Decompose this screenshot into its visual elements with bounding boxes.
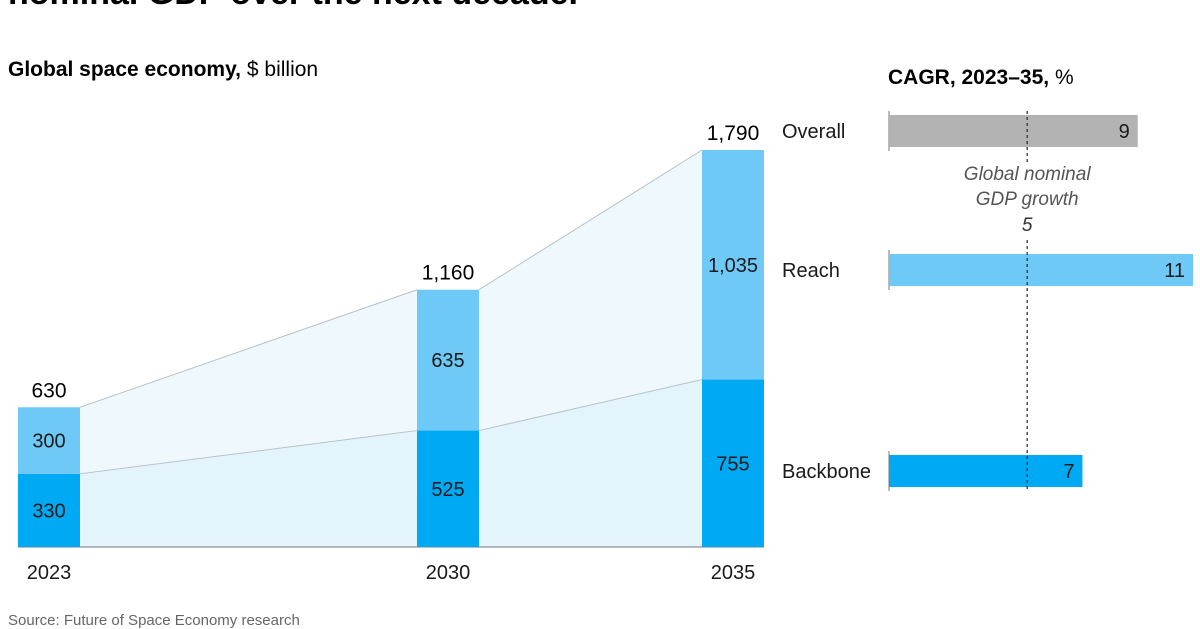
gdp-reference-label-line1: Global nominal [964, 164, 1092, 185]
bar-backbone-2035 [702, 379, 764, 547]
cagr-label-Overall: Overall [782, 121, 845, 143]
label-total-2023: 630 [31, 379, 66, 402]
stack-chart-unit: $ billion [246, 58, 319, 81]
cagr-chart-title-main: CAGR, 2023–35, [888, 66, 1050, 89]
x-tick-2035: 2035 [711, 562, 756, 584]
headline: nominal GDP over the next decade. [8, 0, 1188, 13]
cagr-label-Reach: Reach [782, 260, 840, 282]
band-backbone-0 [80, 430, 417, 547]
cagr-bar-Reach [889, 254, 1193, 286]
band-line-total-0 [79, 289, 418, 408]
label-backbone-2035: 755 [716, 453, 749, 475]
cagr-value-Reach: 11 [1164, 260, 1185, 282]
cagr-chart-unit: % [1054, 66, 1074, 89]
cagr-label-Backbone: Backbone [782, 461, 871, 483]
band-reach-0 [80, 289, 417, 474]
source-note: Source: Future of Space Economy research [8, 612, 300, 629]
stack-chart-title: Global space economy, $ billion [8, 58, 318, 82]
label-reach-2035: 1,035 [708, 255, 758, 277]
label-reach-2023: 300 [32, 431, 65, 453]
label-reach-2030: 635 [431, 350, 464, 372]
bar-reach-2030 [417, 289, 479, 431]
band-line-total-1 [478, 149, 703, 291]
stack-chart-title-main: Global space economy, [8, 58, 242, 81]
band-reach-1 [479, 150, 702, 431]
bar-reach-2023 [18, 407, 80, 474]
label-total-2030: 1,160 [422, 262, 475, 285]
gdp-reference-label-line2: GDP growth [976, 189, 1079, 210]
band-backbone-1 [479, 379, 702, 547]
label-total-2035: 1,790 [707, 122, 760, 145]
cagr-value-Overall: 9 [1119, 121, 1130, 143]
label-backbone-2030: 525 [431, 479, 464, 501]
band-line-backbone-1 [478, 379, 703, 432]
bar-backbone-2023 [18, 473, 80, 547]
cagr-chart-title: CAGR, 2023–35, % [888, 66, 1074, 90]
cagr-value-Backbone: 7 [1063, 461, 1074, 483]
x-tick-2023: 2023 [27, 562, 72, 584]
cagr-bar-Backbone [889, 455, 1083, 487]
band-line-backbone-0 [79, 430, 418, 475]
bar-backbone-2030 [417, 430, 479, 547]
gdp-reference-value: 5 [1022, 215, 1033, 236]
label-backbone-2023: 330 [32, 500, 65, 522]
bar-reach-2035 [702, 150, 764, 380]
cagr-bar-Overall [889, 115, 1138, 147]
x-tick-2030: 2030 [426, 562, 471, 584]
